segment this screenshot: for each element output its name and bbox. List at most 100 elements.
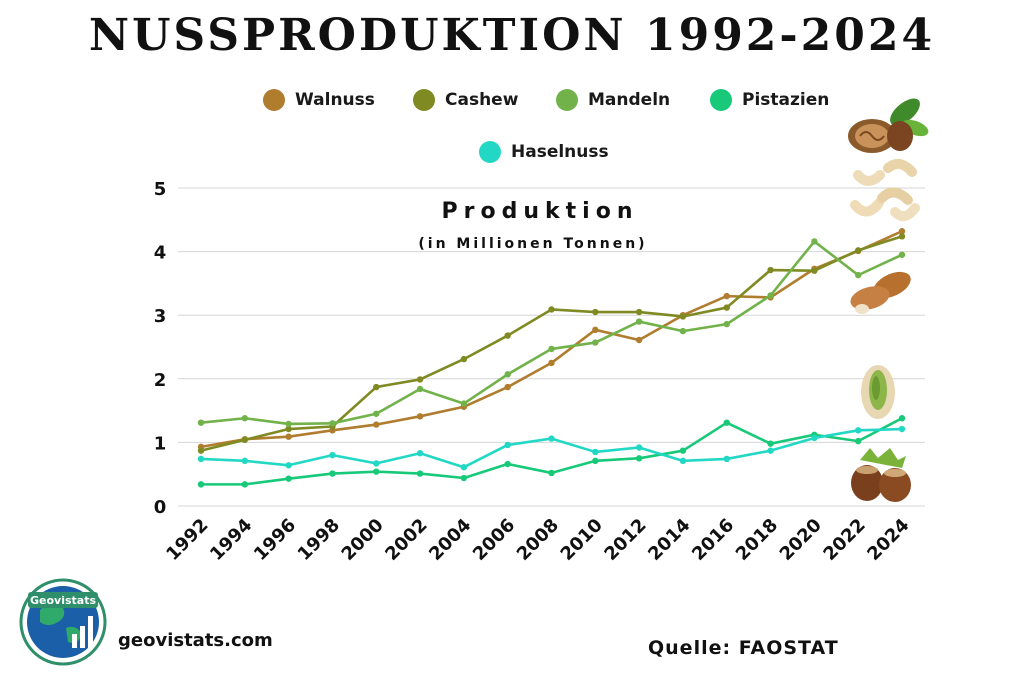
data-point-cashew [811, 267, 818, 274]
data-point-haselnuss [329, 451, 336, 459]
legend-swatch [263, 89, 285, 111]
x-tick-label: 1992 [162, 515, 212, 565]
data-point-cashew [635, 308, 643, 316]
y-tick-label: 0 [154, 497, 167, 518]
data-point-haselnuss [416, 450, 424, 457]
legend-item-cashew: Cashew [413, 89, 518, 111]
legend-swatch [556, 89, 578, 111]
x-tick-label: 2024 [863, 515, 913, 565]
data-point-pistazien [285, 475, 292, 482]
x-tick-label: 2014 [644, 515, 694, 565]
data-point-walnuss [898, 228, 906, 235]
data-point-haselnuss [460, 464, 468, 471]
geovistats-logo: Geovistats [19, 578, 107, 666]
data-point-mandeln [854, 271, 862, 279]
data-point-mandeln [329, 420, 336, 427]
legend-swatch [710, 89, 732, 111]
data-point-mandeln [592, 339, 599, 346]
data-point-haselnuss [285, 462, 292, 469]
data-point-walnuss [592, 326, 599, 334]
legend-label: Haselnuss [511, 142, 609, 162]
data-point-cashew [723, 304, 730, 311]
data-point-mandeln [811, 238, 818, 245]
x-tick-label: 2016 [688, 515, 738, 565]
page-title: NUSSPRODUKTION 1992-2024 [88, 10, 936, 61]
y-tick-label: 1 [154, 433, 167, 454]
data-point-mandeln [241, 415, 249, 422]
data-point-pistazien [460, 474, 468, 482]
chart-subtitle: (in Millionen Tonnen) [418, 236, 647, 252]
data-point-haselnuss [767, 447, 774, 454]
data-point-mandeln [373, 410, 380, 417]
data-point-cashew [373, 383, 380, 391]
legend-label: Cashew [445, 90, 519, 110]
data-point-haselnuss [811, 434, 818, 442]
data-point-walnuss [504, 383, 511, 391]
x-tick-label: 1994 [206, 515, 256, 565]
data-point-mandeln [460, 400, 468, 407]
y-tick-label: 4 [154, 243, 167, 264]
data-point-pistazien [416, 470, 424, 477]
data-point-haselnuss [373, 460, 380, 467]
data-point-mandeln [679, 327, 687, 335]
legend-swatch [413, 89, 435, 111]
data-point-haselnuss [548, 435, 555, 442]
x-tick-label: 2008 [513, 515, 563, 565]
data-point-pistazien [635, 455, 643, 462]
logo-text: Geovistats [30, 594, 96, 607]
y-tick-label: 5 [154, 179, 167, 200]
data-point-pistazien [592, 457, 599, 465]
data-point-pistazien [767, 440, 774, 447]
website-link[interactable]: geovistats.com [118, 630, 273, 651]
series-line-mandeln [200, 240, 903, 426]
data-point-haselnuss [679, 457, 687, 465]
y-tick-label: 3 [154, 306, 167, 327]
data-point-cashew [679, 313, 687, 320]
data-point-mandeln [767, 292, 774, 299]
data-point-haselnuss [241, 457, 249, 465]
data-point-cashew [854, 247, 862, 254]
legend-label: Mandeln [588, 90, 671, 110]
data-point-pistazien [898, 415, 906, 422]
cashew-icon [850, 158, 920, 222]
legend-item-walnuss: Walnuss [263, 89, 375, 111]
legend-item-mandeln: Mandeln [556, 89, 670, 111]
x-tick-label: 2004 [425, 515, 475, 565]
almond-icon [850, 271, 911, 314]
x-tick-label: 2000 [338, 515, 388, 565]
legend-swatch [479, 141, 501, 163]
x-tick-label: 2022 [819, 515, 869, 565]
data-point-cashew [460, 355, 468, 363]
legend-item-pistazien: Pistazien [710, 89, 829, 111]
walnut-icon [848, 98, 929, 153]
data-point-mandeln [548, 345, 555, 353]
data-point-haselnuss [635, 444, 643, 451]
data-point-cashew [241, 436, 249, 444]
legend-label: Walnuss [295, 90, 375, 110]
hazelnut-icon [851, 448, 911, 502]
data-point-pistazien [679, 447, 687, 454]
data-point-cashew [898, 233, 906, 240]
chart-title: Produktion [442, 199, 639, 224]
data-point-cashew [504, 332, 511, 339]
data-point-mandeln [504, 371, 511, 378]
data-point-pistazien [197, 481, 205, 488]
data-point-cashew [285, 425, 292, 433]
data-point-cashew [197, 447, 205, 454]
data-point-mandeln [285, 420, 292, 428]
series-line-cashew [200, 235, 903, 452]
y-tick-label: 2 [154, 370, 167, 391]
source-note: Quelle: FAOSTAT [648, 637, 839, 659]
x-tick-label: 1996 [250, 515, 300, 565]
data-point-pistazien [854, 437, 862, 445]
data-point-pistazien [504, 460, 511, 468]
x-tick-label: 2018 [732, 515, 782, 565]
x-tick-label: 1998 [294, 515, 344, 565]
pistachio-icon [861, 365, 895, 419]
data-point-haselnuss [592, 448, 599, 456]
data-point-cashew [767, 266, 774, 274]
data-point-pistazien [723, 419, 730, 426]
x-tick-label: 2012 [600, 515, 650, 565]
data-point-pistazien [241, 481, 249, 488]
